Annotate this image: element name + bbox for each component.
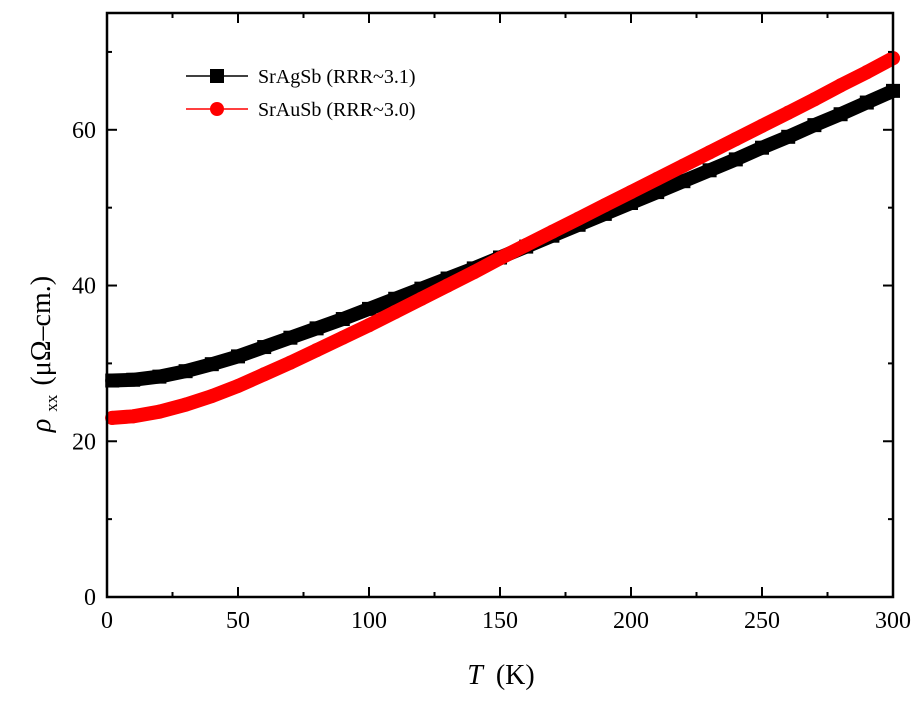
legend-label-0: SrAgSb (RRR~3.1)	[258, 66, 416, 88]
x-tick-label-0: 0	[101, 608, 113, 634]
y-tick-label-2: 40	[72, 274, 96, 300]
series-1	[105, 51, 900, 425]
y-tick-label-1: 20	[72, 429, 96, 455]
plot-layer	[105, 51, 900, 425]
x-axis-title: T (K)	[467, 660, 534, 691]
x-axis-symbol: T	[467, 660, 485, 691]
series-band-0	[105, 83, 900, 388]
x-tick-label-5: 250	[744, 608, 780, 634]
x-axis-unit: (K)	[496, 660, 535, 691]
legend-marker-1	[210, 102, 224, 116]
frame-layer	[105, 11, 895, 599]
x-tick-label-4: 200	[613, 608, 649, 634]
y-tick-label-3: 60	[72, 118, 96, 144]
series-0	[105, 83, 900, 388]
x-tick-label-2: 100	[351, 608, 387, 634]
x-tick-label-6: 300	[875, 608, 911, 634]
legend: SrAgSb (RRR~3.1) SrAuSb (RRR~3.0)	[186, 66, 416, 121]
y-axis-symbol: ρ	[26, 419, 57, 433]
y-tick-label-0: 0	[84, 585, 96, 611]
y-axis-unit: (μΩ–cm.)	[26, 276, 57, 386]
x-tick-label-3: 150	[482, 608, 518, 634]
x-tick-label-1: 50	[226, 608, 250, 634]
legend-marker-0	[210, 69, 224, 83]
legend-label-1: SrAuSb (RRR~3.0)	[258, 99, 416, 121]
series-band-1	[105, 51, 900, 425]
y-axis-subscript: xx	[42, 394, 61, 412]
plot-frame	[105, 11, 895, 599]
y-axis-title: ρ xx (μΩ–cm.)	[26, 276, 64, 433]
tick-layer: 0 50 100 150 200 250 300 0 20 40 60	[72, 13, 911, 634]
